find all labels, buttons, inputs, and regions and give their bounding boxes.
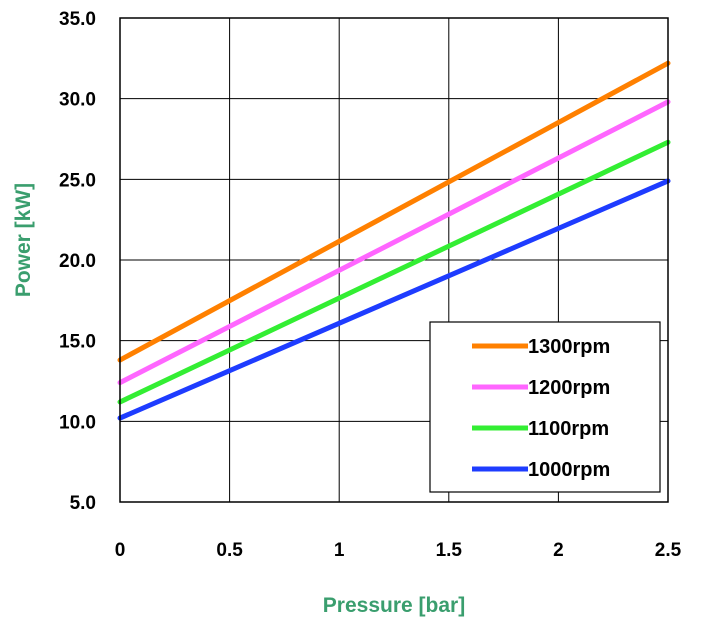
y-tick-label: 5.0 [70,493,96,514]
y-tick-label: 25.0 [59,170,96,191]
y-tick-label: 15.0 [59,332,96,353]
legend-label: 1000rpm [528,459,610,481]
plot-area [117,17,671,503]
x-tick-label: 0.5 [216,540,243,561]
legend-label: 1100rpm [528,418,609,440]
legend-label: 1200rpm [528,377,610,399]
legend-box [429,321,661,493]
x-tick-label: 1 [334,540,345,561]
legend-label: 1300rpm [528,336,610,358]
x-tick-label: 0 [115,540,126,561]
series-line-1200rpm [117,99,671,386]
series-line-1000rpm [117,178,671,421]
series-line-1100rpm [117,139,671,405]
x-tick-label: 1.5 [436,540,463,561]
y-tick-label: 35.0 [59,9,96,30]
legend-items: 1300rpm 1200rpm 1100rpm 1000rpm [472,336,610,481]
x-tick-label: 2.5 [655,540,682,561]
x-axis-label: Pressure [bar] [323,594,465,617]
plot-frame [119,17,669,503]
series-lines [117,60,671,421]
legend: 1300rpm 1200rpm 1100rpm 1000rpm [429,321,661,493]
y-tick-label: 10.0 [59,412,96,433]
y-tick-labels: 35.0 30.0 25.0 20.0 15.0 10.0 5.0 [59,9,96,514]
y-tick-label: 20.0 [59,251,96,272]
x-tick-label: 2 [553,540,564,561]
y-axis-label: Power [kW] [12,183,35,297]
x-tick-labels: 0 0.5 1 1.5 2 2.5 [115,540,682,561]
y-tick-label: 30.0 [59,90,96,111]
series-line-1300rpm [117,60,671,363]
